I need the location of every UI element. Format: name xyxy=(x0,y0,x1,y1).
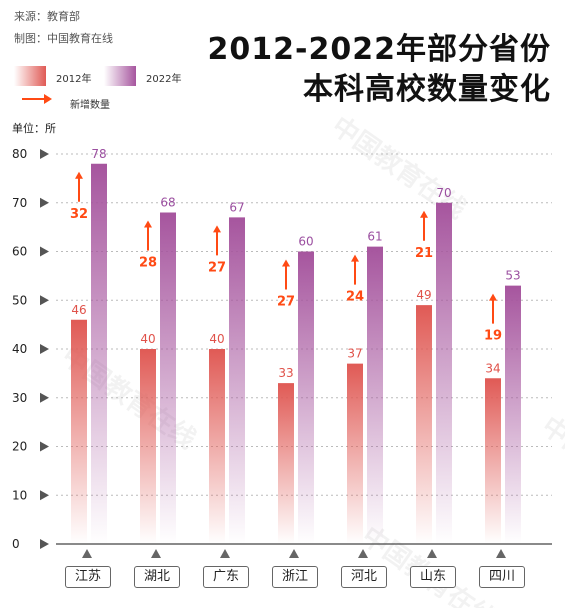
y-tick-label: 40 xyxy=(12,342,27,356)
legend-label-2012: 2012年 xyxy=(56,74,92,85)
bar-2022 xyxy=(436,202,452,544)
x-tick-marker-icon xyxy=(427,549,437,558)
legend-arrow-icon xyxy=(22,94,52,104)
data-label-2012: 46 xyxy=(71,303,86,317)
y-axis-unit-label: 单位：所 xyxy=(12,122,56,135)
data-label-2012: 40 xyxy=(140,332,155,346)
y-tick-label: 80 xyxy=(12,147,27,161)
increase-arrow-head-icon xyxy=(489,293,497,301)
x-category-label: 湖北 xyxy=(134,566,180,588)
y-tick-label: 50 xyxy=(12,293,27,307)
bar-2012 xyxy=(416,305,432,544)
bar-2012 xyxy=(140,349,156,544)
data-label-2012: 40 xyxy=(209,332,224,346)
x-category-label: 四川 xyxy=(479,566,525,588)
x-category-label: 河北 xyxy=(341,566,387,588)
y-tick-marker-icon xyxy=(40,197,49,208)
source-line: 来源：教育部 xyxy=(14,10,80,23)
increase-arrow-head-icon xyxy=(75,171,83,179)
increase-label: 24 xyxy=(346,290,364,305)
y-tick-marker-icon xyxy=(40,490,49,501)
x-category-label: 山东 xyxy=(410,566,456,588)
bar-2022 xyxy=(367,246,383,544)
x-category-label: 广东 xyxy=(203,566,249,588)
data-label-2012: 37 xyxy=(347,347,362,361)
y-tick-label: 70 xyxy=(12,196,27,210)
chart-title-line2: 本科高校数量变化 xyxy=(303,72,551,107)
x-category-label: 浙江 xyxy=(272,566,318,588)
y-tick-label: 60 xyxy=(12,245,27,259)
data-label-2022: 53 xyxy=(505,269,520,283)
data-label-2022: 61 xyxy=(367,230,382,244)
x-tick-marker-icon xyxy=(220,549,230,558)
y-tick-marker-icon xyxy=(40,392,49,403)
increase-label: 19 xyxy=(484,329,502,344)
increase-label: 32 xyxy=(70,207,88,222)
bar-2022 xyxy=(160,212,176,544)
data-label-2022: 60 xyxy=(298,235,313,249)
increase-arrow-head-icon xyxy=(420,210,428,218)
y-tick-label: 20 xyxy=(12,440,27,454)
y-tick-marker-icon xyxy=(40,295,49,306)
x-tick-marker-icon xyxy=(82,549,92,558)
bar-2022 xyxy=(505,285,521,544)
y-tick-marker-icon xyxy=(40,539,49,549)
legend-label-increase: 新增数量 xyxy=(70,100,110,111)
increase-label: 21 xyxy=(415,246,433,261)
data-label-2012: 33 xyxy=(278,366,293,380)
increase-label: 28 xyxy=(139,256,157,271)
y-tick-marker-icon xyxy=(40,344,49,354)
y-tick-marker-icon xyxy=(40,149,49,159)
bar-2012 xyxy=(209,349,225,544)
y-tick-label: 30 xyxy=(12,391,27,405)
data-label-2022: 78 xyxy=(91,147,106,161)
increase-arrow-head-icon xyxy=(213,225,221,233)
bar-2022 xyxy=(229,217,245,544)
chart-title-line1: 2012-2022年部分省份 xyxy=(207,32,551,67)
x-tick-marker-icon xyxy=(289,549,299,558)
data-label-2012: 34 xyxy=(485,361,500,375)
y-tick-label: 0 xyxy=(12,537,20,551)
y-tick-marker-icon xyxy=(40,246,49,257)
watermark-text: 中国教育在线 xyxy=(536,410,565,525)
data-label-2022: 68 xyxy=(160,196,175,210)
bar-2012 xyxy=(278,383,294,544)
increase-arrow-head-icon xyxy=(144,220,152,228)
legend-label-2022: 2022年 xyxy=(146,74,182,85)
maker-line: 制图：中国教育在线 xyxy=(14,32,113,45)
data-label-2022: 70 xyxy=(436,186,451,200)
increase-arrow-head-icon xyxy=(351,254,359,262)
x-tick-marker-icon xyxy=(358,549,368,558)
y-tick-marker-icon xyxy=(40,441,49,452)
increase-arrow-head-icon xyxy=(282,259,290,267)
data-label-2012: 49 xyxy=(416,288,431,302)
legend-swatch-2012 xyxy=(14,66,46,86)
bar-2022 xyxy=(91,163,107,544)
x-category-label: 江苏 xyxy=(65,566,111,588)
bar-2012 xyxy=(71,319,87,544)
data-label-2022: 67 xyxy=(229,200,244,214)
bar-2022 xyxy=(298,251,314,544)
y-tick-label: 10 xyxy=(12,488,27,502)
bar-2012 xyxy=(485,378,501,544)
bar-2012 xyxy=(347,363,363,544)
legend-swatch-2022 xyxy=(104,66,136,86)
x-tick-marker-icon xyxy=(496,549,506,558)
increase-label: 27 xyxy=(277,295,295,310)
x-tick-marker-icon xyxy=(151,549,161,558)
increase-label: 27 xyxy=(208,260,226,275)
